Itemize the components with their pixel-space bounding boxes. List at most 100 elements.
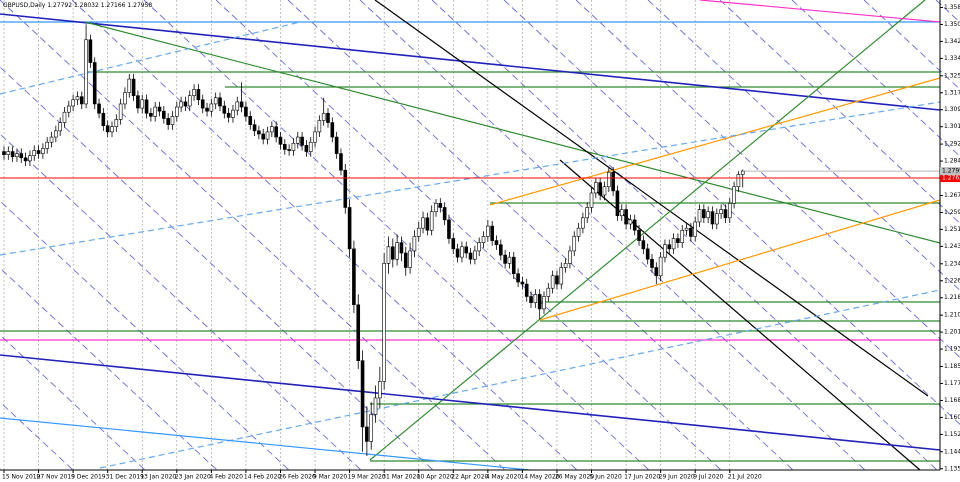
- last-price-label: 1.27958: [942, 168, 960, 175]
- candle-body: [54, 130, 58, 138]
- candle-body: [84, 39, 88, 105]
- candle-body: [6, 151, 11, 155]
- candle-body: [663, 244, 667, 258]
- candle-body: [41, 148, 45, 154]
- candles: [0, 24, 940, 456]
- candle-body: [399, 242, 404, 254]
- y-tick-label: 1.15240: [944, 431, 960, 438]
- fan-line: [0, 267, 218, 471]
- candle-body: [45, 141, 50, 149]
- candle-body: [451, 238, 456, 250]
- fan-line: [0, 200, 290, 471]
- candle-body: [278, 136, 283, 145]
- candle-body: [719, 209, 723, 214]
- x-tick-label: 4 May 2020: [486, 474, 521, 481]
- candle-body: [192, 89, 196, 96]
- candle-body: [196, 89, 201, 101]
- close-value: 1.27958: [127, 2, 152, 9]
- candle-body: [226, 112, 231, 118]
- fan-line: [143, 0, 650, 471]
- candle-body: [438, 203, 443, 208]
- candle-body: [304, 145, 309, 152]
- y-tick-label: 1.35860: [944, 4, 960, 11]
- x-tick-label: 9 Mar 2020: [313, 474, 347, 481]
- candle-body: [637, 229, 641, 241]
- x-tick-label: 17 Jun 2020: [624, 474, 660, 481]
- candle-body: [727, 203, 732, 219]
- y-tick-label: 1.33400: [944, 55, 960, 62]
- candle-body: [261, 133, 266, 140]
- candle-body: [356, 304, 361, 361]
- candle-body: [2, 151, 6, 155]
- x-tick-label: 31 Mar 2020: [382, 474, 420, 481]
- candle-body: [529, 296, 533, 304]
- candle-body: [239, 101, 244, 108]
- candle-body: [589, 192, 594, 208]
- candle-body: [494, 240, 499, 246]
- candle-body: [693, 221, 698, 237]
- candle-body: [49, 136, 54, 143]
- fan-line: [0, 334, 146, 471]
- price-line-label-box: [940, 174, 960, 183]
- low-value: 1.27166: [101, 2, 126, 9]
- candle-body: [326, 112, 330, 123]
- candle-body: [455, 248, 460, 258]
- candle-body: [702, 209, 706, 219]
- candle-body: [352, 248, 356, 306]
- y-tick-label: 1.30920: [944, 106, 960, 113]
- y-tick-label: 1.16880: [944, 397, 960, 404]
- candle-body: [291, 142, 296, 151]
- fan-line: [359, 0, 866, 471]
- candle-body: [619, 209, 624, 217]
- candle-body: [162, 110, 166, 119]
- candle-body: [537, 294, 542, 310]
- candle-body: [464, 246, 469, 254]
- trend-line: [0, 417, 531, 471]
- candle-body: [71, 99, 75, 107]
- candle-body: [684, 227, 689, 231]
- x-tick-label: 26 Feb 2020: [278, 474, 316, 481]
- candle-body: [490, 225, 494, 241]
- candle-body: [386, 246, 391, 264]
- x-tick-label: 22 Apr 2020: [451, 474, 488, 481]
- candle-body: [555, 275, 559, 285]
- candle-body: [110, 126, 114, 133]
- candle-body: [313, 131, 317, 143]
- x-tick-label: 19 Mar 2020: [348, 474, 386, 481]
- candle-body: [641, 240, 646, 250]
- y-tick-label: 1.23480: [944, 260, 960, 267]
- chart-header: GBPUSD,Daily 1.27792 1.28032 1.27166 1.2…: [3, 2, 152, 9]
- candle-body: [166, 118, 170, 125]
- y-tick-label: 1.21000: [944, 312, 960, 319]
- candle-body: [235, 101, 240, 111]
- drawn-objects: [0, 0, 941, 471]
- candle-body: [252, 124, 257, 132]
- candle-body: [576, 227, 581, 237]
- fan-line: [719, 0, 960, 224]
- candle-body: [676, 238, 680, 243]
- y-tick-label: 1.22660: [944, 277, 960, 284]
- trend-line: [0, 21, 301, 95]
- candle-body: [140, 99, 145, 109]
- candle-body: [654, 267, 659, 277]
- candle-body: [347, 207, 352, 250]
- candle-body: [429, 211, 434, 231]
- y-tick-label: 1.32560: [944, 72, 960, 79]
- candle-body: [58, 122, 62, 132]
- candle-body: [594, 182, 598, 194]
- candle-body: [200, 99, 205, 109]
- candle-body: [740, 170, 745, 175]
- x-tick-label: 21 Jul 2020: [728, 474, 762, 481]
- candle-body: [170, 116, 175, 125]
- candle-body: [563, 263, 568, 268]
- x-tick-label: 10 Apr 2020: [417, 474, 454, 481]
- candle-body: [481, 236, 486, 243]
- fan-line: [0, 133, 362, 471]
- candle-body: [477, 242, 482, 252]
- candle-body: [408, 250, 412, 268]
- candle-body: [598, 182, 602, 196]
- candle-body: [468, 252, 473, 260]
